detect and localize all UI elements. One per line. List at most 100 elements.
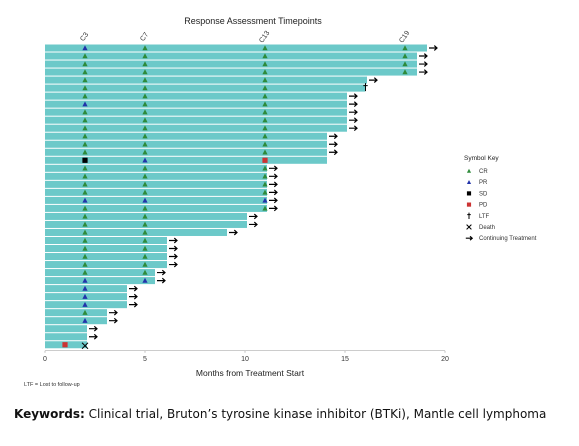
response-marker-cr	[82, 109, 88, 115]
legend-pr-symbol	[466, 179, 472, 184]
response-marker-cr	[82, 229, 88, 235]
response-marker-cr	[262, 181, 268, 187]
response-marker-cr	[142, 133, 148, 139]
continuing-arrow	[429, 45, 438, 51]
response-marker-cr	[82, 85, 88, 91]
response-marker-cr	[142, 93, 148, 99]
patient-bar	[45, 333, 87, 341]
response-marker-cr	[142, 149, 148, 155]
response-marker-cr	[142, 85, 148, 91]
response-marker-cr	[82, 261, 88, 267]
response-marker-cr	[82, 125, 88, 131]
response-marker-cr	[142, 221, 148, 227]
patient-bar	[45, 52, 417, 60]
patient-bar	[45, 140, 327, 148]
legend-item-label: PD	[479, 203, 488, 209]
chart-title: Response Assessment Timepoints	[184, 16, 322, 26]
response-marker-cr	[262, 173, 268, 179]
patient-bar	[45, 180, 267, 188]
swimmer-plot: Response Assessment Timepoints C3 C7 C13 C1…	[24, 16, 537, 388]
patient-bar	[45, 172, 267, 180]
response-marker-pr	[82, 101, 88, 107]
response-marker-cr	[262, 77, 268, 83]
response-marker-cr	[142, 77, 148, 83]
response-marker-cr	[82, 205, 88, 211]
patient-bar	[45, 317, 107, 325]
continuing-arrow	[89, 333, 98, 340]
continuing-arrow	[329, 141, 338, 148]
response-marker-cr	[402, 69, 408, 75]
response-marker-pr	[82, 277, 88, 283]
patient-bar	[45, 196, 267, 204]
response-marker-cr	[142, 229, 148, 235]
response-marker-cr	[82, 61, 88, 67]
x-tick-label: 15	[341, 356, 349, 363]
continuing-arrow	[269, 189, 278, 196]
response-marker-cr	[142, 237, 148, 243]
response-marker-cr	[82, 213, 88, 219]
response-marker-cr	[262, 53, 268, 59]
patient-bar	[45, 228, 227, 236]
response-marker-cr	[262, 205, 268, 211]
legend-item-label: SD	[479, 191, 488, 197]
continuing-arrow	[229, 229, 238, 236]
continuing-arrow	[109, 309, 118, 316]
patient-bar	[45, 108, 347, 116]
continuing-arrow	[129, 285, 138, 292]
response-marker-cr	[142, 117, 148, 123]
response-marker-cr	[82, 93, 88, 99]
response-marker-pd	[62, 342, 68, 348]
cycle-label: C19	[398, 30, 411, 45]
response-marker-pr	[142, 277, 148, 283]
patient-bar	[45, 156, 327, 164]
response-marker-cr	[402, 61, 408, 67]
continuing-arrow	[329, 133, 338, 140]
response-marker-cr	[142, 61, 148, 67]
response-marker-cr	[142, 181, 148, 187]
legend-item-label: Continuing Treatment	[479, 236, 537, 242]
continuing-arrow	[269, 181, 278, 188]
response-marker-pr	[142, 197, 148, 203]
response-marker-cr	[262, 45, 268, 51]
patient-bar	[45, 245, 167, 253]
continuing-arrow	[329, 149, 338, 156]
response-marker-cr	[142, 165, 148, 171]
response-marker-cr	[262, 101, 268, 107]
patient-bar	[45, 76, 367, 84]
x-tick-label: 10	[241, 356, 249, 363]
x-tick-label: 5	[143, 356, 147, 363]
response-marker-cr	[142, 269, 148, 275]
response-marker-cr	[142, 109, 148, 115]
patient-bar	[45, 148, 327, 156]
continuing-arrow	[349, 101, 358, 107]
response-marker-cr	[142, 205, 148, 211]
continuing-arrow	[419, 69, 428, 75]
continuing-arrow	[349, 109, 358, 116]
response-marker-cr	[142, 125, 148, 131]
response-marker-cr	[262, 61, 268, 67]
legend-ltf-symbol	[467, 212, 471, 219]
response-marker-cr	[82, 69, 88, 75]
response-marker-cr	[142, 189, 148, 195]
response-marker-cr	[82, 269, 88, 275]
patient-bar	[45, 100, 347, 108]
legend-cr-symbol	[466, 168, 472, 173]
response-marker-pr	[142, 157, 148, 163]
continuing-arrow	[249, 213, 258, 220]
response-marker-cr	[262, 69, 268, 75]
keywords-caption: Keywords: Clinical trial, Bruton’s tyros…	[14, 407, 574, 421]
response-marker-cr	[82, 53, 88, 59]
x-axis: 0 5 10 15 20	[43, 350, 449, 363]
response-marker-pr	[82, 45, 88, 51]
patient-bar	[45, 132, 327, 140]
patient-bar	[45, 116, 347, 124]
legend-pd-symbol	[466, 202, 472, 207]
continuing-arrow	[269, 165, 278, 172]
response-marker-cr	[82, 77, 88, 83]
response-marker-cr	[82, 237, 88, 243]
response-marker-cr	[142, 253, 148, 259]
response-marker-pr	[82, 317, 88, 323]
patient-bar	[45, 60, 417, 68]
continuing-arrow	[169, 245, 178, 252]
response-marker-cr	[82, 245, 88, 251]
